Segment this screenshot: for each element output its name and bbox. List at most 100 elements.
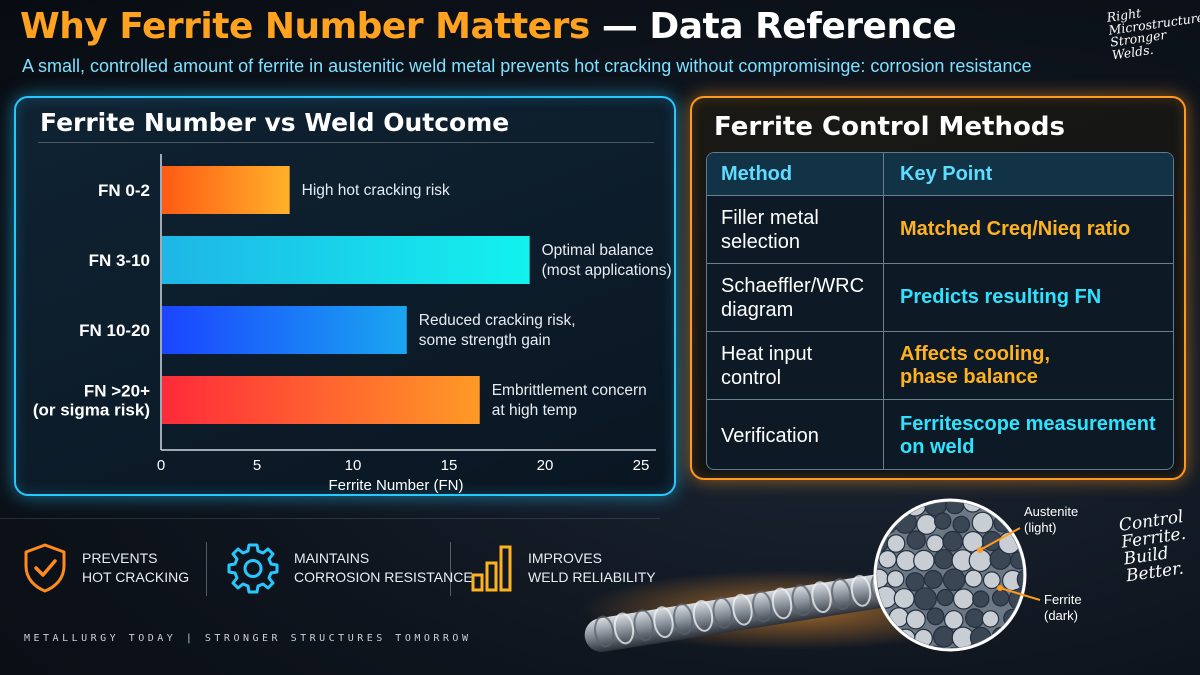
bar-annotation: Embrittlement concern <box>492 382 647 399</box>
category-label: FN >20+ <box>84 382 150 401</box>
header-method: Method <box>707 153 884 195</box>
method-cell: Verification <box>707 400 884 469</box>
weld-ripple <box>850 575 872 607</box>
weld-ripple <box>791 584 812 617</box>
ferrite-grain <box>1010 627 1023 648</box>
method-line: Filler metal <box>721 206 819 229</box>
weld-ripple <box>712 596 733 629</box>
benefits-bar: PREVENTS HOT CRACKING MAINTAINS CORROSION … <box>0 520 660 616</box>
method-line: Schaeffler/WRC <box>721 274 865 297</box>
weld-ripple <box>673 603 694 635</box>
benefit-item: MAINTAINS CORROSION RESISTANCE <box>226 520 473 616</box>
table-panel: Ferrite Control Methods Method Key Point… <box>690 96 1186 480</box>
bar-chart-icon <box>471 545 512 592</box>
bar <box>162 306 407 354</box>
point-line: Ferritescope measurement <box>900 412 1156 435</box>
table-header-row: Method Key Point <box>707 153 1173 195</box>
austenite-grain <box>868 649 885 666</box>
method-cell: Heat input control <box>707 332 884 399</box>
ferrite-grain <box>923 645 947 648</box>
ferrite-grain <box>972 590 990 608</box>
weld-ripple <box>594 615 615 648</box>
ferrite-grain <box>964 608 985 628</box>
method-line: diagram <box>721 298 794 321</box>
method-text: Heat input control <box>721 342 812 390</box>
austenite-grain <box>1020 534 1023 553</box>
x-tick-label: 20 <box>537 457 554 474</box>
bar <box>162 236 530 284</box>
austenite-grain <box>971 511 994 534</box>
point-cell: Matched Creq/Nieq ratio <box>884 196 1173 263</box>
x-tick-label: 10 <box>345 457 362 474</box>
austenite-grain <box>886 569 905 588</box>
ferrite-grain <box>1001 502 1023 518</box>
category-label: FN 3-10 <box>89 251 150 270</box>
austenite-grain <box>982 571 1001 590</box>
bar-annotation: at high temp <box>492 402 577 419</box>
weld-ripple <box>752 590 773 623</box>
benefit-separator <box>206 542 207 596</box>
benefit-line: CORROSION RESISTANCE <box>294 569 473 585</box>
method-line: selection <box>721 230 800 253</box>
austenite-grain <box>893 588 915 610</box>
ferrite-label-line: (dark) <box>1044 608 1078 624</box>
benefits-divider <box>0 518 660 519</box>
category-label: FN 0-2 <box>98 181 150 200</box>
chart-title: Ferrite Number vs Weld Outcome <box>40 108 510 137</box>
title-rest: — Data Reference <box>601 6 957 47</box>
table-row: Heat input control Affects cooling, phase … <box>707 331 1173 399</box>
method-line: Heat input <box>721 342 813 365</box>
point-line: phase balance <box>900 365 1038 388</box>
page-subtitle: A small, controlled amount of ferrite in… <box>22 56 1032 76</box>
weld-ripple <box>732 593 753 626</box>
weld-ripple <box>613 612 635 645</box>
ferrite-grain <box>936 588 954 607</box>
ferrite-grain <box>982 645 1004 648</box>
table-row: Verification Ferritescope measurement on … <box>707 399 1173 469</box>
austenite-label-line: Austenite <box>1024 504 1079 519</box>
title-highlight: Why Ferrite Number Matters <box>20 6 590 47</box>
ferrite-grain <box>991 589 1010 607</box>
category-label: (or sigma risk) <box>33 401 150 420</box>
ferrite-grain <box>934 512 952 530</box>
method-line: control <box>721 366 782 389</box>
austenite-grain <box>962 647 982 648</box>
tagline-top: Right Microstructure Stronger Welds. <box>1106 0 1200 62</box>
point-line: Affects cooling, <box>900 342 1051 365</box>
benefit-separator <box>450 542 451 596</box>
bar-annotation: some strength gain <box>419 332 551 349</box>
austenite-grain <box>1021 647 1023 648</box>
x-tick-label: 5 <box>253 457 261 474</box>
method-cell: Filler metal selection <box>707 196 884 263</box>
ferrite-grain <box>913 587 937 611</box>
page-title: Why Ferrite Number Matters — Data Refere… <box>20 6 957 47</box>
x-tick-label: 15 <box>441 457 458 474</box>
table-title: Ferrite Control Methods <box>714 112 1065 142</box>
weld-ripple <box>811 581 832 614</box>
method-cell: Schaeffler/WRC diagram <box>707 264 884 331</box>
x-tick-label: 0 <box>157 457 165 474</box>
ferrite-grain <box>923 569 943 589</box>
ferrite-grain <box>906 530 926 550</box>
weld-ripple <box>831 578 852 610</box>
bar-annotation: Reduced cracking risk, <box>419 312 576 329</box>
methods-table: Method Key Point Filler metal selection M… <box>706 152 1174 470</box>
x-tick-label: 25 <box>633 457 650 474</box>
x-axis-label: Ferrite Number (FN) <box>328 477 463 494</box>
austenite-grain <box>981 610 1000 628</box>
ferrite-grain <box>942 530 964 552</box>
austenite-label: Austenite (light) <box>1024 504 1078 537</box>
ferrite-grain <box>1032 552 1049 569</box>
austenite-grain <box>926 534 945 553</box>
point-cell: Ferritescope measurement on weld <box>884 400 1173 469</box>
chart-panel: Ferrite Number vs Weld Outcome FN 0-2 Hig… <box>14 96 676 496</box>
austenite-grain <box>953 588 975 610</box>
weld-ripple <box>771 587 793 620</box>
austenite-grain <box>1002 646 1023 648</box>
benefit-line: WELD RELIABILITY <box>528 569 656 585</box>
table-row: Schaeffler/WRC diagram Predicts resulting… <box>707 263 1173 331</box>
point-cell: Predicts resulting FN <box>884 264 1173 331</box>
benefit-line: MAINTAINS <box>294 550 370 567</box>
austenite-grain <box>886 534 906 553</box>
austenite-grain <box>903 643 925 648</box>
